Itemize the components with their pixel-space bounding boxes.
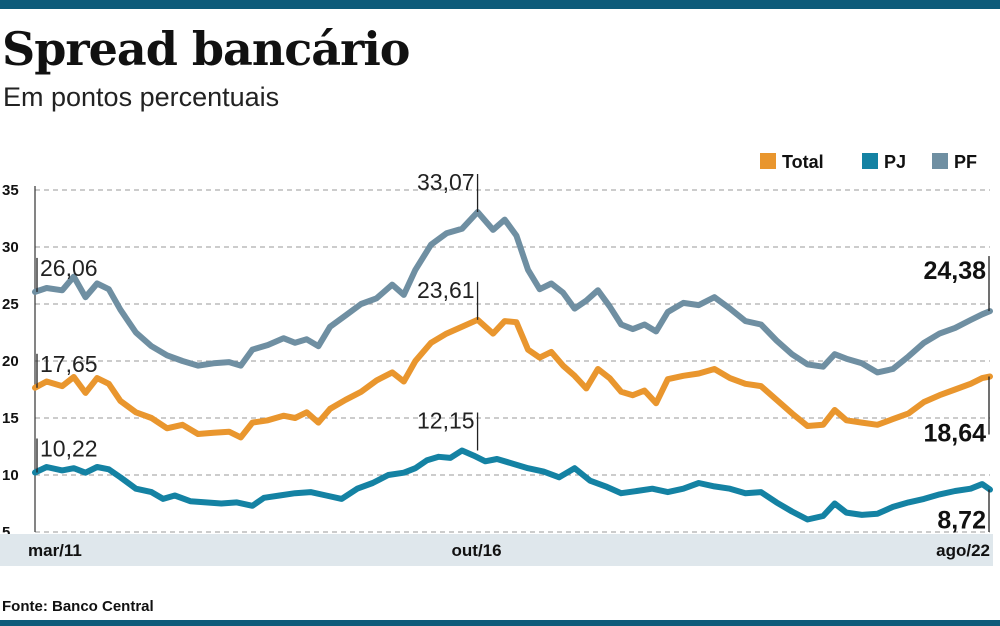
annotation-label-end-total: 18,64 <box>923 420 986 448</box>
series-layer <box>32 209 993 523</box>
series-line-pj <box>32 447 993 523</box>
page-subtitle: Em pontos percentuais <box>3 82 280 112</box>
legend-label-pj: PJ <box>884 152 906 172</box>
page-title: Spread bancário <box>2 22 410 76</box>
x-axis-band: mar/11 out/16 ago/22 <box>0 534 993 566</box>
source-note: Fonte: Banco Central <box>2 598 154 615</box>
grid-layer: 5 10 15 20 25 30 35 <box>2 182 990 541</box>
y-tick-label: 25 <box>2 296 19 313</box>
legend-swatch-pf <box>932 153 948 169</box>
y-tick-label: 10 <box>2 467 19 484</box>
y-tick-label: 15 <box>2 410 19 427</box>
x-tick-label: ago/22 <box>936 541 990 560</box>
y-tick-label: 5 <box>2 524 10 541</box>
series-line-total <box>32 316 993 441</box>
annotation-label-start-pj: 10,22 <box>40 435 98 461</box>
series-line-pf <box>32 209 993 376</box>
annotation-label-peak-pj: 12,15 <box>417 407 475 433</box>
legend-label-total: Total <box>782 152 824 172</box>
x-tick-label: out/16 <box>452 541 502 560</box>
spread-line-chart: 5 10 15 20 25 30 35 mar/11 out/16 ago/22 26,06 17… <box>0 152 993 566</box>
annotation-label-peak-total: 23,61 <box>417 277 475 303</box>
annotation-label-end-pf: 24,38 <box>923 257 986 285</box>
bottom-brand-bar <box>0 620 1000 626</box>
legend: Total PJ PF <box>760 152 977 172</box>
top-brand-bar <box>0 0 1000 9</box>
y-tick-label: 35 <box>2 182 19 199</box>
annotation-label-start-pf: 26,06 <box>40 255 98 281</box>
legend-label-pf: PF <box>954 152 977 172</box>
y-tick-label: 30 <box>2 239 19 256</box>
annotation-label-peak-pf: 33,07 <box>417 169 475 195</box>
annotation-label-start-total: 17,65 <box>40 351 98 377</box>
x-tick-label: mar/11 <box>28 541 82 560</box>
legend-swatch-pj <box>862 153 878 169</box>
annotation-layer: 26,06 17,65 10,22 33,07 23,61 12,15 24,38 18,64… <box>36 169 990 535</box>
x-axis-band-rect <box>0 534 993 566</box>
legend-swatch-total <box>760 153 776 169</box>
y-tick-label: 20 <box>2 353 19 370</box>
annotation-label-end-pj: 8,72 <box>937 507 986 535</box>
